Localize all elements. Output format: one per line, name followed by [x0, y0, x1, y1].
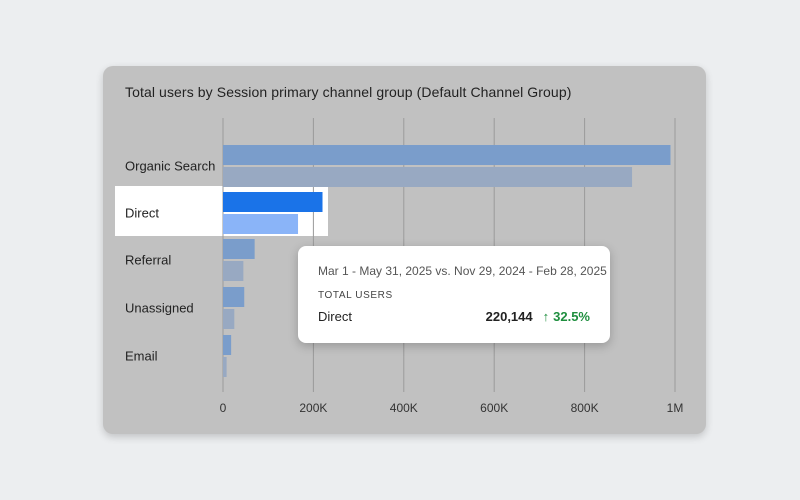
x-tick-label: 0 [219, 401, 227, 415]
tooltip-row: Direct 220,144 ↑ 32.5% [318, 309, 590, 324]
category-label-direct: Direct [125, 205, 159, 221]
tooltip-change: 32.5% [553, 309, 590, 324]
x-tick-label: 800K [570, 401, 599, 415]
bar-current-organic-search[interactable] [223, 145, 671, 165]
bar-previous-direct[interactable] [223, 214, 299, 234]
bar-current-referral[interactable] [223, 239, 255, 259]
chart-tooltip: Mar 1 - May 31, 2025 vs. Nov 29, 2024 - … [298, 246, 610, 343]
tooltip-date-range: Mar 1 - May 31, 2025 vs. Nov 29, 2024 - … [318, 264, 607, 278]
bar-current-direct[interactable] [223, 192, 323, 212]
tooltip-value: 220,144 [485, 309, 533, 324]
x-tick-label: 600K [480, 401, 509, 415]
bar-previous-unassigned[interactable] [223, 309, 235, 329]
x-tick-label: 400K [389, 401, 418, 415]
bar-previous-email[interactable] [223, 357, 227, 377]
bar-current-email[interactable] [223, 335, 232, 355]
category-label-referral: Referral [125, 252, 172, 268]
chart-title: Total users by Session primary channel g… [125, 84, 572, 100]
bar-previous-organic-search[interactable] [223, 167, 633, 187]
bar-current-unassigned[interactable] [223, 287, 245, 307]
bar-previous-referral[interactable] [223, 261, 244, 281]
tooltip-metric: TOTAL USERS [318, 290, 393, 301]
category-label-email: Email [125, 348, 158, 364]
category-label-unassigned: Unassigned [125, 300, 194, 316]
x-tick-label: 200K [299, 401, 328, 415]
tooltip-channel: Direct [318, 309, 352, 324]
arrow-up-icon: ↑ [542, 309, 550, 324]
x-tick-label: 1M [666, 401, 684, 415]
category-label-organic-search: Organic Search [125, 158, 216, 174]
